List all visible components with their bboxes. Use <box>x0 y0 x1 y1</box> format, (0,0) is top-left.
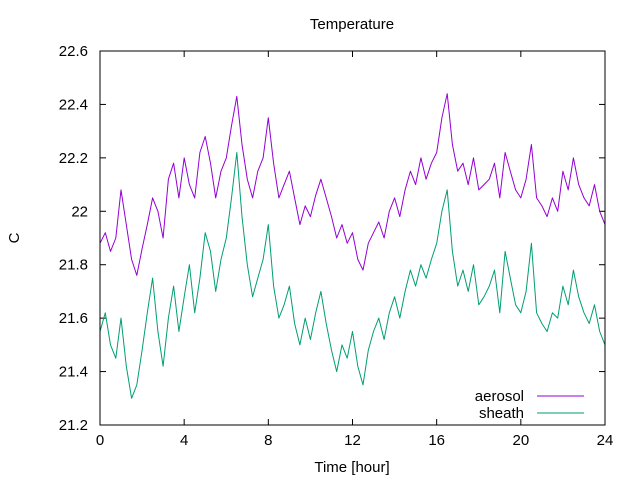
series-line-sheath <box>99 152 606 399</box>
x-tick-label: 4 <box>180 432 188 449</box>
y-tick-label: 21.4 <box>59 364 88 381</box>
y-tick-label: 22.2 <box>59 150 88 167</box>
y-tick-label: 22.4 <box>59 96 88 113</box>
y-tick-label: 22.6 <box>59 43 88 60</box>
x-ticks: 0 4 8 12 16 20 24 <box>96 51 614 449</box>
x-tick-label: 12 <box>344 432 361 449</box>
y-tick-label: 21.8 <box>59 257 88 274</box>
x-tick-label: 0 <box>96 432 104 449</box>
y-ticks: 21.2 21.4 21.6 21.8 22 22.2 22.4 22.6 <box>59 43 605 434</box>
plot-series <box>99 93 606 399</box>
y-tick-label: 21.2 <box>59 417 88 434</box>
legend-label-sheath: sheath <box>479 405 524 422</box>
x-axis-label: Time [hour] <box>314 459 389 476</box>
y-axis-label: C <box>6 232 23 243</box>
x-tick-label: 16 <box>428 432 445 449</box>
series-line-aerosol <box>99 93 606 276</box>
x-tick-label: 8 <box>264 432 272 449</box>
x-tick-label: 20 <box>512 432 529 449</box>
y-tick-label: 21.6 <box>59 310 88 327</box>
legend-label-aerosol: aerosol <box>475 388 524 405</box>
chart-title: Temperature <box>310 16 394 33</box>
x-tick-label: 24 <box>597 432 614 449</box>
plot-frame <box>99 50 606 426</box>
y-tick-label: 22 <box>71 203 88 220</box>
